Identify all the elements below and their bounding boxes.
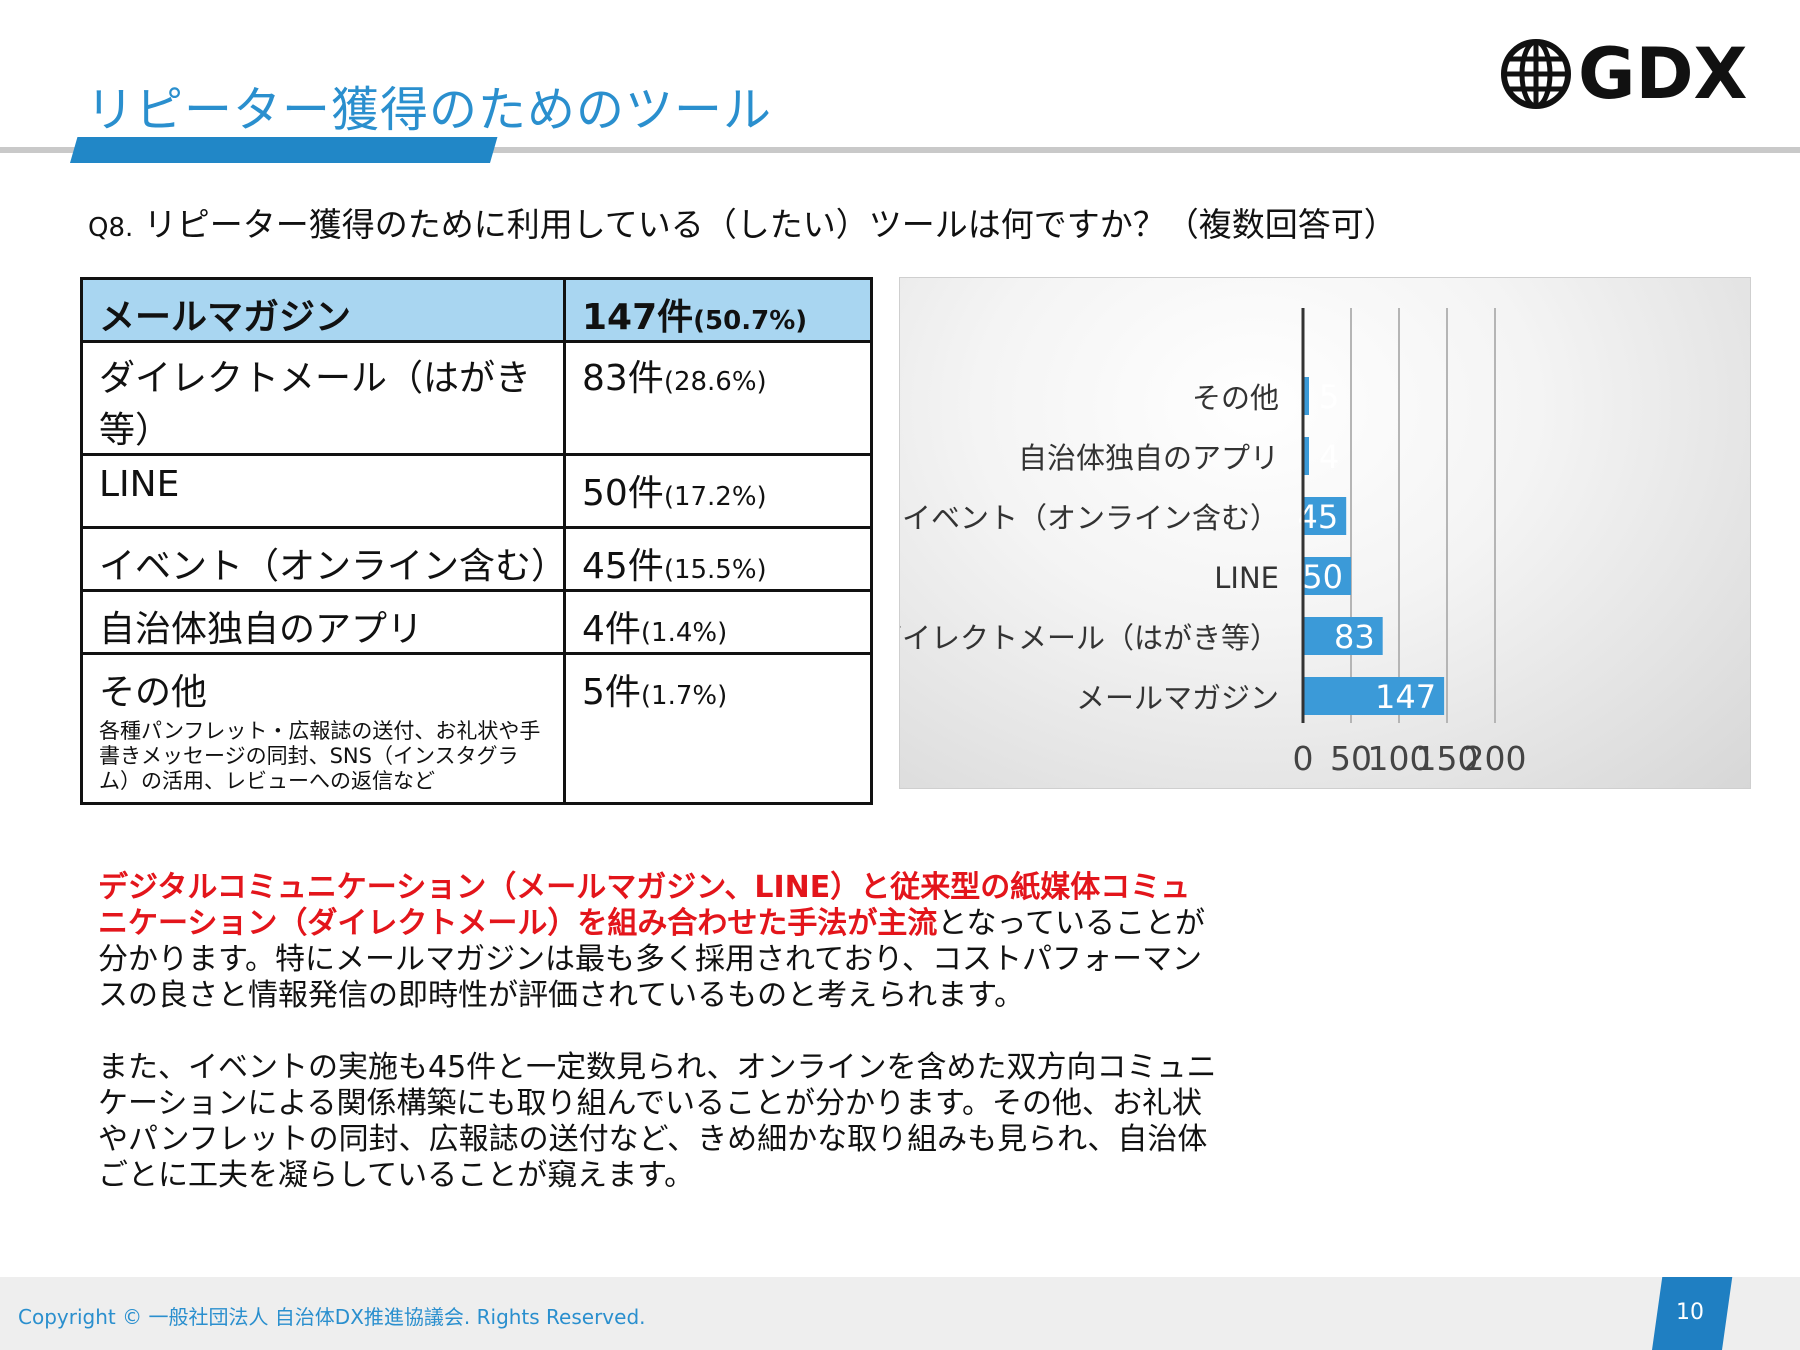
- data-label: 50: [1302, 558, 1343, 596]
- tool-count-cell: 4件(1.4%): [563, 589, 873, 655]
- tool-count-cell: 5件(1.7%): [563, 652, 873, 805]
- tool-pct: (1.7%): [640, 681, 728, 711]
- bar: [1303, 677, 1445, 715]
- logo-text: GDX: [1578, 33, 1748, 115]
- x-tick-label: 100: [1368, 739, 1431, 778]
- tool-pct: (15.5%): [663, 555, 767, 585]
- tool-count-cell: 50件(17.2%): [563, 453, 873, 529]
- footer-bar: [0, 1277, 1800, 1350]
- bar: [1303, 617, 1383, 655]
- tool-pct: (1.4%): [640, 618, 728, 648]
- x-tick-label: 150: [1416, 739, 1479, 778]
- category-label: ダイレクトメール（はがき等）: [900, 621, 1279, 655]
- table-row: イベント（オンライン含む） 45件(15.5%): [80, 526, 873, 592]
- title-underline: [0, 147, 1800, 153]
- bar: [1303, 377, 1309, 415]
- title-accent-bar: [70, 137, 498, 163]
- commentary-paragraph-2: また、イベントの実施も45件と一定数見られ、オンラインを含めた双方向コミュニケー…: [98, 1050, 1217, 1193]
- tools-table: メールマガジン 147件(50.7%) ダイレクトメール（はがき等） 83件(2…: [80, 277, 873, 805]
- table-row: LINE 50件(17.2%): [80, 453, 873, 529]
- bar: [1303, 437, 1309, 475]
- category-label: イベント（オンライン含む）: [902, 501, 1279, 535]
- tool-count-cell: 83件(28.6%): [563, 340, 873, 456]
- x-tick-label: 50: [1330, 739, 1372, 778]
- gdx-logo: GDX: [1500, 33, 1748, 115]
- commentary-paragraph-1: デジタルコミュニケーション（メールマガジン、LINE）と従来型の紙媒体コミュニケ…: [98, 870, 1218, 1014]
- tool-note: 各種パンフレット・広報誌の送付、お礼状や手書きメッセージの同封、SNS（インスタ…: [99, 719, 541, 793]
- copyright: Copyright © 一般社団法人 自治体DX推進協議会. Rights Re…: [18, 1305, 646, 1329]
- x-tick-label: 0: [1293, 739, 1314, 778]
- tool-count: 4件: [582, 609, 641, 650]
- table-row: ダイレクトメール（はがき等） 83件(28.6%): [80, 340, 873, 456]
- table-row: その他 各種パンフレット・広報誌の送付、お礼状や手書きメッセージの同封、SNS（…: [80, 652, 873, 805]
- tool-count: 147件: [582, 297, 694, 338]
- tool-name: LINE: [80, 453, 566, 529]
- question-text: リピーター獲得のために利用している（したい）ツールは何ですか？（複数回答可）: [143, 205, 1397, 244]
- table-row: 自治体独自のアプリ 4件(1.4%): [80, 589, 873, 655]
- tool-count-cell: 45件(15.5%): [563, 526, 873, 592]
- tool-name: ダイレクトメール（はがき等）: [80, 340, 566, 456]
- commentary-emphasis: デジタルコミュニケーション（メールマガジン、LINE）と従来型の紙媒体コミュニケ…: [98, 870, 1191, 941]
- tool-name: 自治体独自のアプリ: [80, 589, 566, 655]
- page-number: 10: [1676, 1300, 1704, 1325]
- tool-pct: (17.2%): [663, 482, 767, 512]
- tool-count: 5件: [582, 672, 641, 713]
- tool-pct: (28.6%): [663, 367, 767, 397]
- bar: [1303, 497, 1347, 535]
- category-label: メールマガジン: [1076, 681, 1279, 715]
- commentary-text: となっていることが分かります。特にメールマガジンは最も多く採用されており、コスト…: [98, 906, 1206, 1013]
- bar-chart: 0 50 100 150 200 その他 5 自治体独自のアプリ 4 イベント（オンライン含む） 4…: [899, 277, 1751, 789]
- x-tick-label: 200: [1464, 739, 1527, 778]
- question-number: Q8.: [88, 213, 134, 243]
- data-label: 5: [1319, 378, 1339, 416]
- tool-name: イベント（オンライン含む）: [80, 526, 567, 592]
- globe-icon: [1501, 39, 1571, 109]
- category-label: 自治体独自のアプリ: [1018, 441, 1279, 475]
- commentary: デジタルコミュニケーション（メールマガジン、LINE）と従来型の紙媒体コミュニケ…: [98, 870, 1218, 1230]
- tool-name: メールマガジン: [80, 277, 566, 343]
- page-title: リピーター獲得のためのツール: [86, 82, 773, 138]
- category-label: その他: [1192, 381, 1279, 415]
- tool-count-cell: 147件(50.7%): [563, 277, 873, 343]
- data-label: 83: [1334, 618, 1375, 656]
- data-label: 4: [1319, 438, 1339, 476]
- tool-count: 50件: [582, 473, 664, 514]
- data-label: 147: [1375, 678, 1436, 716]
- table-row: メールマガジン 147件(50.7%): [80, 277, 873, 343]
- question: Q8. リピーター獲得のために利用している（したい）ツールは何ですか？（複数回答…: [88, 198, 1397, 246]
- tool-name: その他: [99, 672, 208, 713]
- tool-name-cell: その他 各種パンフレット・広報誌の送付、お礼状や手書きメッセージの同封、SNS（…: [80, 652, 566, 805]
- tool-count: 83件: [582, 358, 664, 399]
- category-label: LINE: [1214, 561, 1279, 595]
- tool-count: 45件: [582, 546, 664, 587]
- bar: [1303, 557, 1351, 595]
- tool-pct: (50.7%): [693, 306, 808, 336]
